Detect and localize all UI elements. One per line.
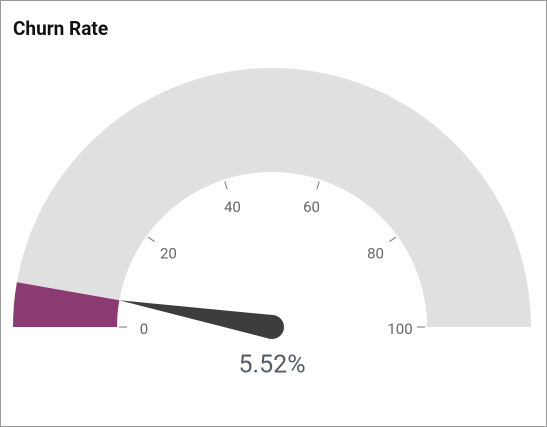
tick-label: 20 <box>160 245 177 263</box>
needle-hub <box>260 315 284 339</box>
value-label: 5.52% <box>238 351 305 380</box>
tick-mark <box>389 236 397 243</box>
chart-title: Churn Rate <box>13 17 108 40</box>
tick-label: 0 <box>140 320 148 338</box>
tick-mark <box>147 236 155 243</box>
tick-mark <box>224 181 228 190</box>
gauge-track <box>13 68 531 327</box>
needle <box>119 300 275 339</box>
gauge-value <box>13 282 120 327</box>
tick-label: 80 <box>367 245 384 263</box>
tick-mark <box>316 181 320 190</box>
tick-label: 40 <box>224 198 241 216</box>
tick-label: 60 <box>303 198 320 216</box>
tick-label: 100 <box>387 320 412 338</box>
